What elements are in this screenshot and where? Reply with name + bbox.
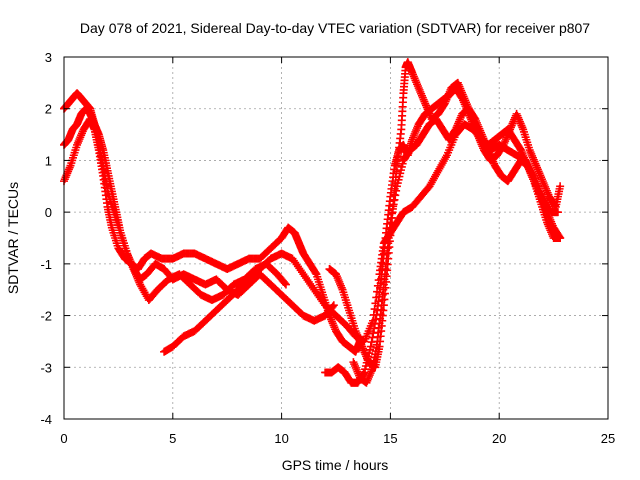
data-point (392, 186, 401, 195)
y-tick-label: 3 (45, 50, 52, 65)
y-tick-label: -3 (40, 360, 52, 375)
data-point (553, 208, 562, 217)
x-tick-label: 0 (60, 431, 67, 446)
data-point (390, 195, 399, 204)
data-points (60, 58, 565, 387)
data-point (556, 234, 565, 242)
plot-frame (63, 56, 609, 420)
y-axis-label: SDTVAR / TECUs (5, 182, 21, 294)
axis-ticks (63, 56, 609, 420)
data-point (388, 209, 397, 218)
y-tick-label: 1 (45, 153, 52, 168)
data-point (391, 191, 400, 200)
y-tick-labels: -4 -3 -2 -1 0 1 2 3 (40, 50, 52, 427)
y-tick-label: 0 (45, 205, 52, 220)
y-tick-label: -1 (40, 257, 52, 272)
x-tick-label: 15 (383, 431, 397, 446)
data-point (281, 280, 290, 289)
x-axis-label: GPS time / hours (282, 457, 389, 473)
y-tick-label: -2 (40, 309, 52, 324)
x-tick-label: 5 (169, 431, 176, 446)
data-point (388, 204, 397, 213)
y-tick-label: 2 (45, 102, 52, 117)
data-point (366, 342, 375, 351)
x-tick-label: 25 (601, 431, 615, 446)
chart-title: Day 078 of 2021, Sidereal Day-to-day VTE… (80, 20, 590, 36)
y-tick-label: -4 (40, 412, 52, 427)
data-point (280, 279, 289, 288)
x-tick-label: 20 (492, 431, 506, 446)
data-point (386, 218, 395, 227)
x-tick-label: 10 (274, 431, 288, 446)
series-track-d (160, 120, 562, 356)
data-point (387, 213, 396, 222)
data-point (389, 200, 398, 209)
data-point (556, 182, 565, 191)
data-point (329, 301, 338, 310)
data-point (311, 268, 320, 277)
series-track-g (349, 104, 565, 387)
series-track-a (60, 115, 364, 356)
series-track-f (325, 58, 565, 372)
series-track-c (60, 104, 290, 305)
x-tick-labels: 0 5 10 15 20 25 (60, 431, 615, 446)
